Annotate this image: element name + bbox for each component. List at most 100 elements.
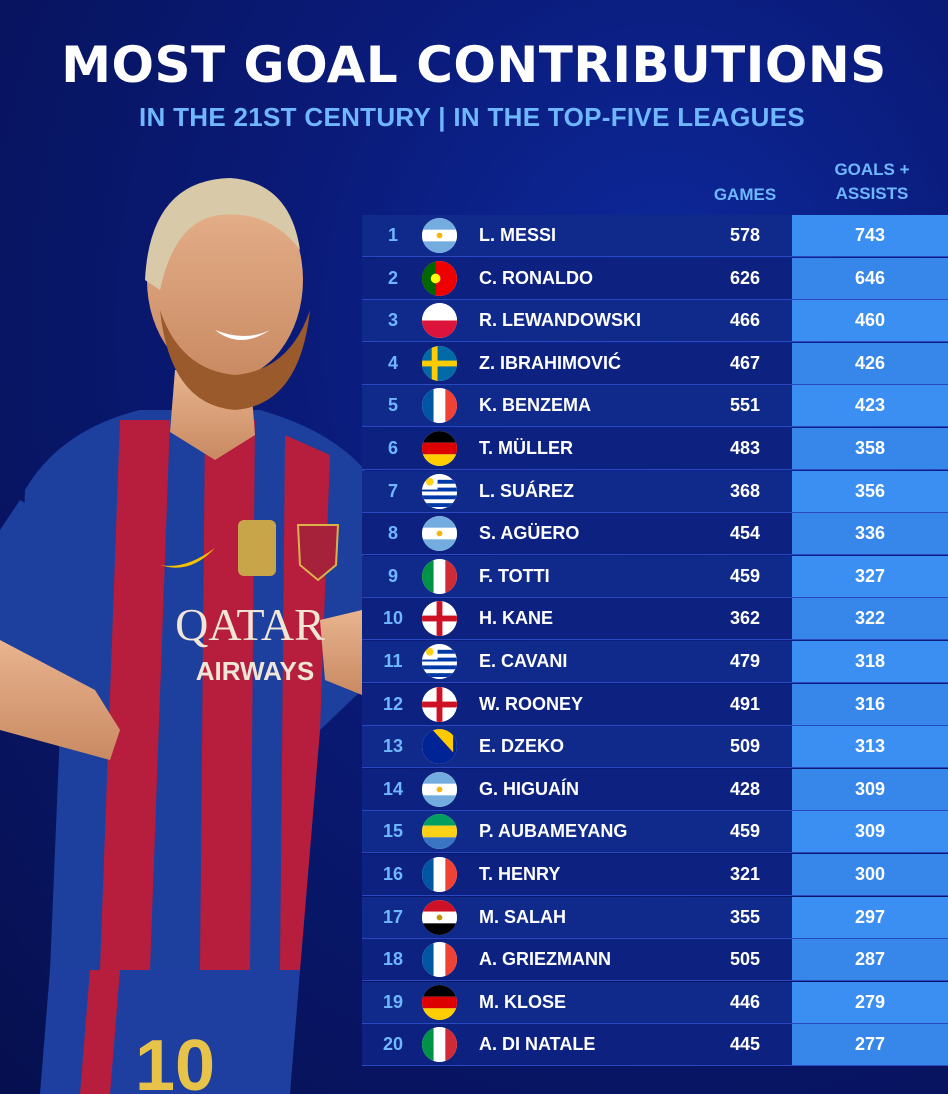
table-row: 15 P. AUBAMEYANG 459 309 <box>362 811 948 854</box>
games-cell: 362 <box>729 608 761 629</box>
games-cell: 509 <box>729 736 761 757</box>
goals-assists-cell: 743 <box>792 215 948 256</box>
games-cell: 491 <box>729 693 761 714</box>
fifa-badge-icon <box>238 520 276 576</box>
rank-cell: 8 <box>387 523 398 544</box>
player-name-cell: E. CAVANI <box>479 651 568 671</box>
flag-portugal-icon <box>422 260 457 296</box>
rank-cell: 15 <box>382 821 404 842</box>
table-row: 10 H. KANE 362 322 <box>362 598 948 641</box>
goals-assists-cell: 300 <box>792 854 948 895</box>
table-row: 9 F. TOTTI 459 327 <box>362 555 948 598</box>
flag-france-icon <box>422 857 457 892</box>
rank-cell: 5 <box>387 395 398 416</box>
rank-cell: 11 <box>383 651 403 671</box>
rank-cell: 2 <box>387 267 398 288</box>
player-name-cell: F. TOTTI <box>479 565 550 586</box>
table-row: 12 W. ROONEY 491 316 <box>362 683 948 726</box>
games-cell: 578 <box>729 225 761 245</box>
goals-assists-cell: 327 <box>792 555 948 597</box>
player-name-cell: T. MÜLLER <box>479 438 573 458</box>
flag-argentina-icon <box>422 218 457 253</box>
table-row: 19 M. KLOSE 446 279 <box>362 981 948 1024</box>
goals-assists-cell: 287 <box>792 939 948 981</box>
player-name-cell: H. KANE <box>479 608 554 629</box>
games-cell: 454 <box>729 523 761 544</box>
player-name-cell: P. AUBAMEYANG <box>479 821 628 842</box>
flag-france-icon <box>422 388 457 424</box>
player-name-cell: A. DI NATALE <box>479 1034 596 1055</box>
table-row: 8 S. AGÜERO 454 336 <box>362 513 948 556</box>
games-cell: 428 <box>729 778 761 799</box>
goals-assists-cell: 356 <box>792 470 948 512</box>
flag-argentina-icon <box>422 516 457 552</box>
table-row: 11 E. CAVANI 479 318 <box>362 641 948 683</box>
player-name-cell: R. LEWANDOWSKI <box>479 310 641 331</box>
table-row: 2 C. RONALDO 626 646 <box>362 257 948 300</box>
rank-cell: 17 <box>382 906 404 927</box>
rank-cell: 1 <box>387 225 398 245</box>
player-name-cell: L. SUÁREZ <box>479 480 575 501</box>
rank-cell: 7 <box>387 480 398 501</box>
goals-assists-cell: 426 <box>792 342 948 384</box>
player-name-cell: C. RONALDO <box>479 267 593 288</box>
rank-cell: 19 <box>382 991 404 1012</box>
goals-assists-cell: 358 <box>792 428 948 469</box>
goals-assists-cell: 322 <box>792 598 948 640</box>
rank-cell: 10 <box>382 608 404 629</box>
goals-assists-cell: 309 <box>792 768 948 810</box>
goals-assists-cell: 279 <box>792 981 948 1023</box>
player-name-cell: M. KLOSE <box>479 991 567 1012</box>
games-cell: 459 <box>729 821 761 842</box>
player-name-cell: W. ROONEY <box>479 693 584 714</box>
flag-gabon-icon <box>422 814 457 850</box>
games-cell: 466 <box>729 310 761 331</box>
player-photo: QATAR AIRWAYS 10 <box>0 178 365 1094</box>
flag-italy-icon <box>422 1027 457 1063</box>
table-row: 5 K. BENZEMA 551 423 <box>362 385 948 428</box>
flag-poland-icon <box>422 303 457 339</box>
table-row: 13 E. DZEKO 509 313 <box>362 726 948 769</box>
flag-germany-icon <box>422 984 457 1020</box>
flag-uruguay-icon <box>422 473 457 509</box>
player-name-cell: S. AGÜERO <box>479 523 580 544</box>
rank-cell: 16 <box>382 864 404 884</box>
games-cell: 368 <box>729 480 761 501</box>
shirt-sponsor-qatar: QATAR <box>175 599 325 650</box>
goals-assists-cell: 313 <box>792 726 948 768</box>
goals-assists-cell: 423 <box>792 385 948 427</box>
rank-cell: 4 <box>387 352 398 373</box>
flag-sweden-icon <box>422 345 457 381</box>
player-name-cell: T. HENRY <box>479 864 561 884</box>
rank-cell: 6 <box>387 438 398 458</box>
rank-cell: 9 <box>387 565 398 586</box>
games-cell: 459 <box>729 565 761 586</box>
rank-cell: 12 <box>382 693 404 714</box>
games-cell: 321 <box>729 864 761 884</box>
column-header-goals-assists: GOALS + ASSISTS <box>800 158 944 206</box>
table-row: 16 T. HENRY 321 300 <box>362 854 948 896</box>
player-name-cell: A. GRIEZMANN <box>479 949 611 970</box>
player-name-cell: L. MESSI <box>479 225 557 245</box>
games-cell: 445 <box>729 1034 761 1055</box>
player-name-cell: K. BENZEMA <box>479 395 591 416</box>
flag-italy-icon <box>422 558 457 594</box>
table-row: 1 L. MESSI 578 743 <box>362 215 948 257</box>
player-name-cell: Z. IBRAHIMOVIĆ <box>479 352 621 373</box>
flag-argentina-icon <box>422 771 457 807</box>
games-cell: 446 <box>729 991 761 1012</box>
goals-assists-cell: 277 <box>792 1024 948 1066</box>
games-cell: 355 <box>729 906 761 927</box>
games-cell: 626 <box>729 267 761 288</box>
flag-england-icon <box>422 686 457 722</box>
games-cell: 467 <box>729 352 761 373</box>
rank-cell: 20 <box>382 1034 404 1055</box>
flag-germany-icon <box>422 431 457 466</box>
table-row: 7 L. SUÁREZ 368 356 <box>362 470 948 513</box>
column-header-games: GAMES <box>713 185 777 204</box>
table-row: 17 M. SALAH 355 297 <box>362 896 948 939</box>
table-row: 4 Z. IBRAHIMOVIĆ 467 426 <box>362 342 948 385</box>
goals-assists-cell: 336 <box>792 513 948 555</box>
swoosh-icon <box>160 548 215 568</box>
player-name-cell: E. DZEKO <box>479 736 565 757</box>
